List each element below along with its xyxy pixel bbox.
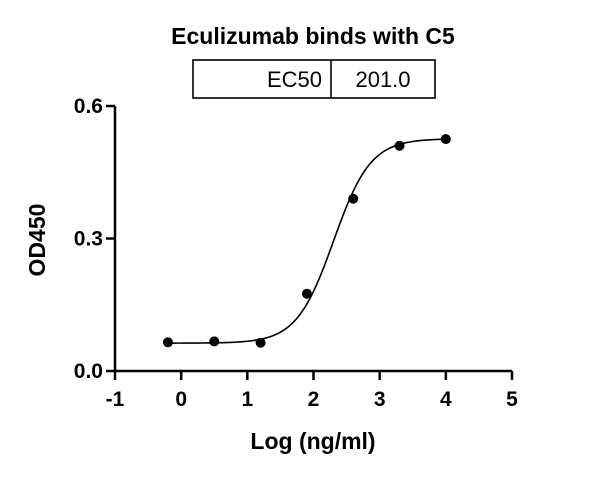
x-axis-label: Log (ng/ml) [250,428,375,454]
y-tick-label: 0.3 [74,228,103,251]
axes: 0.0 0.3 0.6 -1 0 1 2 3 4 5 [74,95,518,411]
fit-curve-layer [167,138,446,344]
x-tick-label: 3 [374,388,386,411]
ec50-label: EC50 [267,67,322,92]
ec50-box-frame [192,59,436,99]
data-point [162,337,173,348]
x-tick-label: 4 [440,388,452,411]
y-axis-label: OD450 [24,204,50,277]
y-tick-label: 0.0 [74,360,103,383]
data-point [301,288,312,299]
chart-title: Eculizumab binds with C5 [171,23,455,49]
data-point [209,336,220,347]
data-point [348,193,359,204]
ec50-box: EC50 201.0 [192,59,436,99]
data-point [394,140,405,151]
data-points [162,134,451,348]
x-tick-label: 0 [175,388,187,411]
y-tick-label: 0.6 [74,95,103,118]
x-tick-label: -1 [106,388,125,411]
x-tick-label: 2 [308,388,320,411]
x-tick-label: 5 [506,388,518,411]
x-tick-label: 1 [241,388,253,411]
fit-curve [167,138,446,344]
ec50-value: 201.0 [355,67,410,92]
data-point [440,134,451,145]
data-point [255,337,266,348]
